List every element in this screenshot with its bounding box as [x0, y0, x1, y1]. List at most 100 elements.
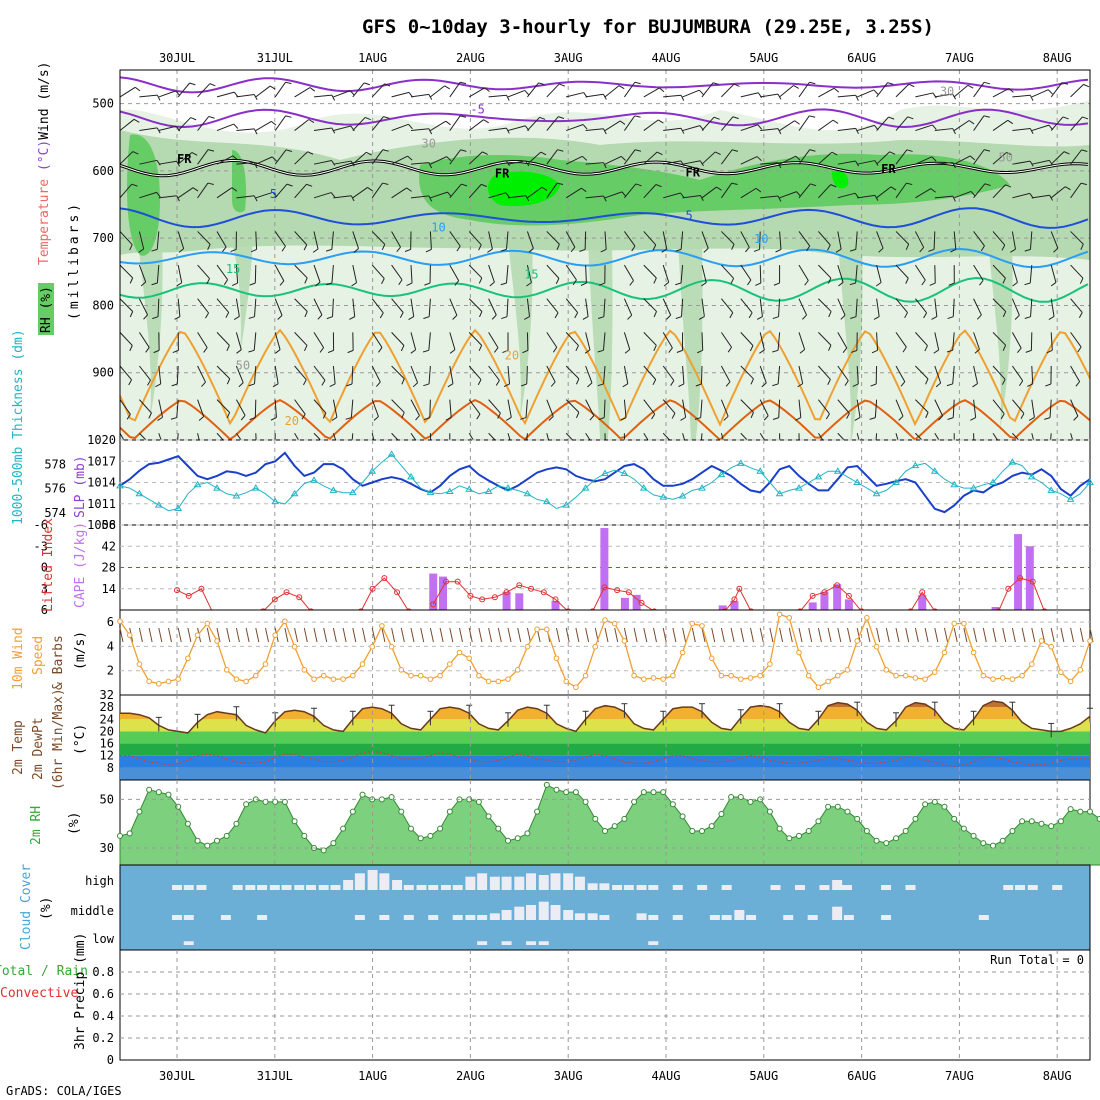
- slp-axis-label: SLP (mb): [73, 455, 88, 518]
- wind-barb-flag: [972, 383, 978, 388]
- wind-speed-marker: [873, 643, 880, 650]
- cloud-cover-bar: [367, 870, 378, 890]
- wind-barb: [1031, 399, 1035, 418]
- rh-marker: [563, 789, 570, 796]
- wind-speed-marker: [233, 676, 240, 682]
- rh-marker: [408, 825, 414, 832]
- wind-barb: [391, 264, 403, 281]
- wind-barb: [507, 125, 526, 132]
- cloud-cover-bar: [599, 915, 610, 920]
- wind-speed-marker: [544, 626, 550, 633]
- wind-barb-flag: [651, 413, 656, 420]
- wind-barb: [255, 231, 258, 250]
- wind-barb-flag: [253, 162, 258, 169]
- temperature-line: [120, 700, 1091, 734]
- wind-barb-flag: [777, 128, 782, 135]
- wind-barb: [915, 124, 933, 132]
- wind-barb-flag: [904, 312, 908, 319]
- wind-barb-flag: [570, 246, 576, 253]
- surface-wind-barb: [827, 627, 832, 643]
- wind-barb: [546, 399, 554, 417]
- wind-barb: [643, 264, 657, 279]
- rh-marker: [1077, 808, 1084, 815]
- wind-barb: [701, 151, 716, 165]
- wind-barb: [197, 298, 209, 314]
- wind-barb-flag: [587, 382, 593, 388]
- wind-barb: [818, 365, 831, 380]
- wind-barb-flag: [520, 417, 527, 420]
- cloud-cover-bar: [489, 876, 500, 890]
- wind-barb: [855, 298, 858, 317]
- cloud-cover-bar: [183, 885, 194, 890]
- surface-wind-barb: [982, 627, 987, 643]
- wind-speed-marker: [854, 638, 861, 644]
- wind-barb-flag: [383, 116, 390, 119]
- wind-speed-marker: [815, 684, 822, 691]
- wind-barb: [992, 264, 1006, 279]
- wind-barb-flag: [1014, 314, 1020, 320]
- wind-barb-flag: [501, 316, 508, 320]
- wind-barb-flag: [308, 119, 315, 124]
- wind-speed-marker: [689, 620, 696, 627]
- wind-barb: [837, 94, 856, 98]
- lifted-index-marker: [430, 601, 437, 608]
- cape-bar: [551, 600, 560, 610]
- wind-barb-flag: [231, 282, 238, 287]
- surface-wind-barb: [623, 627, 628, 643]
- contour-label: FR: [686, 165, 701, 179]
- rh-marker: [136, 808, 143, 815]
- wind-barb-flag: [307, 151, 314, 155]
- lifted-index-marker: [528, 585, 535, 592]
- wind-barb-flag: [353, 248, 359, 253]
- wind-barb-flag: [598, 417, 605, 421]
- cloud-cover-bar: [587, 883, 598, 890]
- wind-barb: [895, 298, 908, 313]
- rh-marker: [631, 798, 638, 805]
- wind-barb: [313, 298, 323, 316]
- pressure-tick-label: 700: [92, 231, 114, 245]
- wind-barb: [1050, 231, 1059, 249]
- temp-axis-label-2: 2m DewPt: [31, 717, 46, 780]
- surface-wind-barb: [769, 627, 774, 643]
- wind-barb-flag: [799, 349, 805, 354]
- wind-barb: [1070, 365, 1081, 382]
- wind-barb-flag: [976, 314, 982, 320]
- wind-barb-flag: [231, 187, 238, 192]
- wind-barb: [740, 156, 758, 165]
- rh-marker: [175, 803, 182, 810]
- surface-wind-barb: [779, 627, 784, 643]
- cape-bar: [820, 591, 829, 610]
- wind-barb: [818, 298, 832, 312]
- wind-barb: [313, 399, 327, 414]
- wind-barb-flag: [279, 280, 285, 286]
- wind-barb: [352, 82, 365, 98]
- wind-barb: [507, 160, 526, 165]
- wind-barb: [680, 231, 684, 250]
- wind-barb: [585, 93, 604, 98]
- wind-barb: [488, 399, 501, 414]
- wind-barb-flag: [306, 183, 313, 187]
- bottom-date-label: 1AUG: [358, 1069, 387, 1083]
- rh-marker: [883, 840, 890, 847]
- wind-speed-marker: [1019, 672, 1025, 679]
- wind-barb-flag: [1002, 277, 1006, 284]
- wind-barb-flag: [478, 345, 483, 352]
- wind-barb-flag: [233, 123, 239, 129]
- wind-barb: [623, 399, 627, 418]
- wind-barb: [740, 264, 752, 281]
- temperature-unit: (°C): [37, 140, 52, 171]
- wind-barb-flag: [1044, 417, 1051, 420]
- wind-barb: [953, 155, 971, 165]
- wind-barb-flag: [603, 162, 607, 169]
- li-tick-label: 3: [41, 582, 48, 596]
- wind-barb-flag: [325, 248, 333, 252]
- wind-barb: [331, 231, 334, 250]
- wind-barb: [235, 265, 239, 284]
- wind-speed-marker: [902, 672, 909, 679]
- thickness-marker: [814, 472, 823, 480]
- wind-barb: [778, 298, 781, 317]
- thickness-marker: [523, 489, 532, 497]
- thickness-marker: [504, 484, 512, 491]
- wind-barb-flag: [304, 277, 308, 284]
- wind-barb-flag: [730, 278, 735, 284]
